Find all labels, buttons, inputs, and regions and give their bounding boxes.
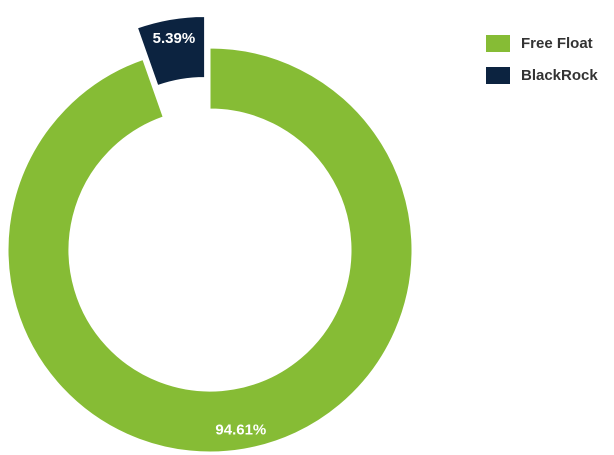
legend-label: Free Float: [521, 35, 593, 52]
donut-slice: [136, 15, 206, 87]
slice-label: 5.39%: [153, 30, 196, 47]
slice-label: 94.61%: [215, 421, 266, 438]
legend-swatch: [486, 35, 510, 52]
donut-slice: [7, 47, 413, 453]
legend-label: BlackRock: [521, 67, 598, 84]
legend-swatch: [486, 67, 510, 84]
